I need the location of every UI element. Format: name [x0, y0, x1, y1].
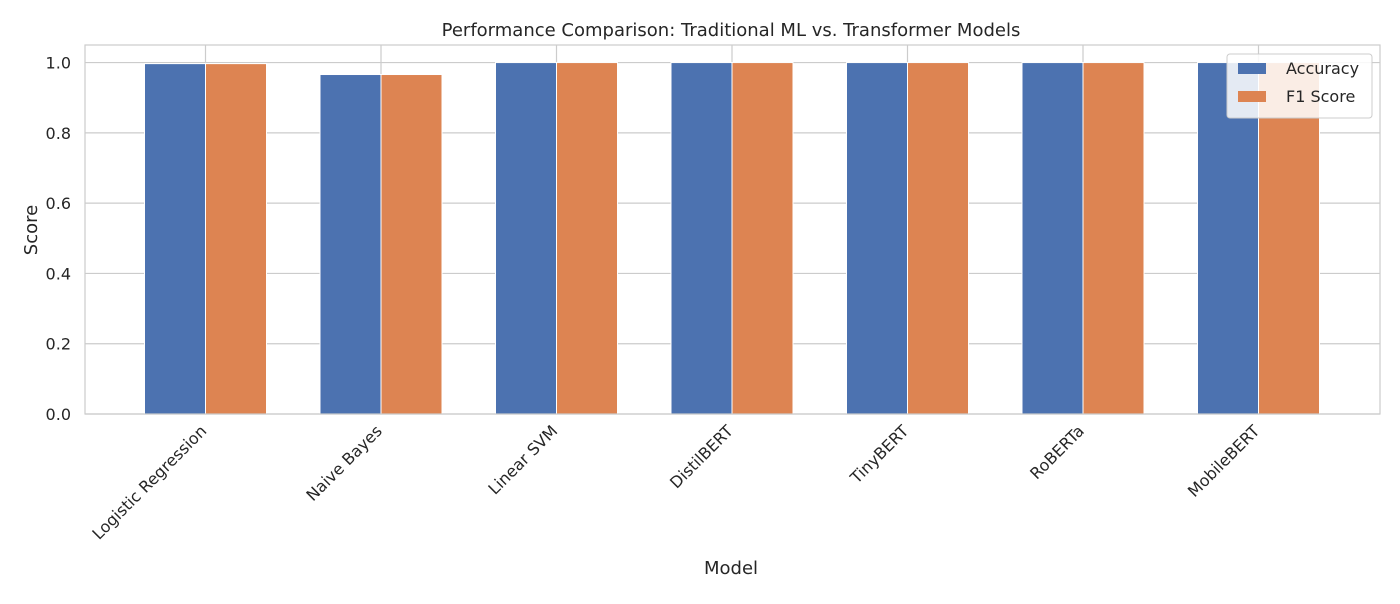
- x-tick-label: TinyBERT: [846, 421, 913, 488]
- y-tick-labels: 0.0 0.2 0.4 0.6 0.8 1.0: [46, 54, 71, 424]
- y-tick-label: 0.8: [46, 124, 71, 143]
- bar-f1-score: [205, 63, 267, 415]
- x-tick-label: Linear SVM: [484, 421, 561, 498]
- legend-label-f1-score: F1 Score: [1286, 87, 1355, 106]
- y-tick-label: 0.4: [46, 264, 71, 283]
- legend: Accuracy F1 Score: [1226, 53, 1373, 119]
- legend-swatch-f1-score: [1238, 91, 1266, 102]
- legend-label-accuracy: Accuracy: [1286, 59, 1359, 78]
- bar-accuracy: [1021, 62, 1084, 415]
- bar-accuracy: [1197, 62, 1259, 415]
- bar-f1-score: [380, 74, 443, 415]
- x-tick-labels: Logistic Regression Naive Bayes Linear SVM…: [88, 421, 1263, 543]
- plot-frame: [84, 44, 1381, 415]
- bar-accuracy: [144, 63, 206, 415]
- y-tick-label: 0.2: [46, 335, 71, 354]
- bar-f1-score: [556, 62, 618, 415]
- x-tick-label: Naive Bayes: [302, 421, 385, 504]
- bar-accuracy: [319, 74, 382, 415]
- legend-swatch-accuracy: [1238, 63, 1266, 74]
- x-axis-title: Model: [704, 558, 758, 579]
- y-tick-label: 0.6: [46, 194, 71, 213]
- bar-f1-score: [907, 62, 969, 415]
- x-tick-label: MobileBERT: [1184, 421, 1264, 501]
- x-tick-label: RoBERTa: [1026, 421, 1088, 483]
- bar-accuracy: [670, 62, 733, 415]
- y-tick-label: 1.0: [46, 54, 71, 73]
- bar-accuracy: [846, 62, 908, 415]
- chart-title: Performance Comparison: Traditional ML v…: [442, 20, 1021, 41]
- bar-layer: [144, 62, 1320, 415]
- y-axis-title: Score: [21, 205, 42, 255]
- bar-f1-score: [1082, 62, 1145, 415]
- bar-f1-score: [731, 62, 794, 415]
- bar-accuracy: [495, 62, 557, 415]
- x-tick-label: Logistic Regression: [88, 421, 210, 543]
- x-tick-label: DistilBERT: [666, 421, 737, 492]
- y-tick-label: 0.0: [46, 405, 71, 424]
